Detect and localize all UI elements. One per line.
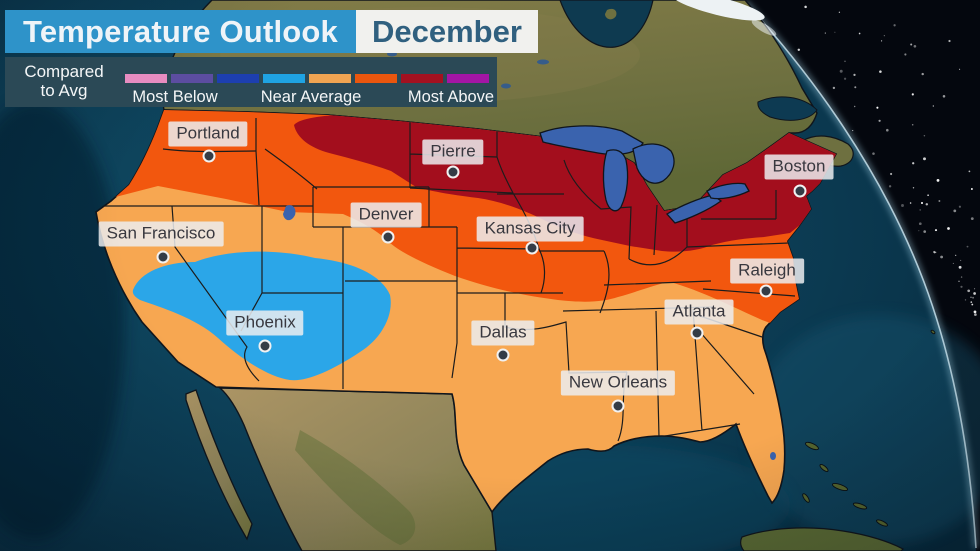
legend-swatch-most-above-2 xyxy=(401,74,443,83)
legend-swatch-above xyxy=(355,74,397,83)
lake-huron xyxy=(632,143,675,184)
legend-swatches xyxy=(125,74,489,83)
baja-california xyxy=(185,389,253,541)
legend-title: Compared to Avg xyxy=(5,62,123,100)
gulf-st-lawrence xyxy=(757,96,818,121)
ice-streak xyxy=(671,0,765,21)
legend-swatch-near-average-above xyxy=(309,74,351,83)
cuba xyxy=(740,527,904,551)
great-salt-lake xyxy=(283,205,296,221)
great-lakes xyxy=(539,125,750,224)
lake-michigan xyxy=(602,149,629,212)
lake-superior xyxy=(539,125,644,156)
legend-tick-most-below: Most Below xyxy=(132,88,218,106)
legend-title-line2: to Avg xyxy=(40,81,88,100)
header: Temperature Outlook December xyxy=(5,10,538,53)
ocean-shadow xyxy=(0,100,125,540)
title-box: Temperature Outlook xyxy=(5,10,356,53)
legend-swatch-most-below-1 xyxy=(217,74,259,83)
james-bay xyxy=(559,0,654,48)
legend-title-line1: Compared xyxy=(24,62,104,81)
legend-panel: Compared to Avg Most Below Near Average … xyxy=(5,57,497,107)
legend-swatch-near-average-below xyxy=(263,74,305,83)
legend-swatch-most-below-2 xyxy=(171,74,213,83)
mexico-mountains xyxy=(295,430,416,545)
ocean-light-patch xyxy=(750,315,980,545)
page-title: Temperature Outlook xyxy=(23,13,338,49)
ice-streak-small xyxy=(751,20,777,36)
lake-erie xyxy=(665,194,723,224)
stars xyxy=(797,5,977,316)
legend-tick-most-above: Most Above xyxy=(407,88,495,106)
atmosphere-edge xyxy=(744,1,977,549)
period-label: December xyxy=(372,13,522,49)
legend-tick-near-average: Near Average xyxy=(260,88,362,106)
lake-okeechobee xyxy=(770,452,776,460)
legend-swatch-most-above-3 xyxy=(447,74,489,83)
lake-ontario xyxy=(706,182,750,200)
bay-island xyxy=(605,8,617,20)
bahamas xyxy=(802,329,936,527)
period-box: December xyxy=(356,10,538,53)
legend-swatch-most-below-3 xyxy=(125,74,167,83)
